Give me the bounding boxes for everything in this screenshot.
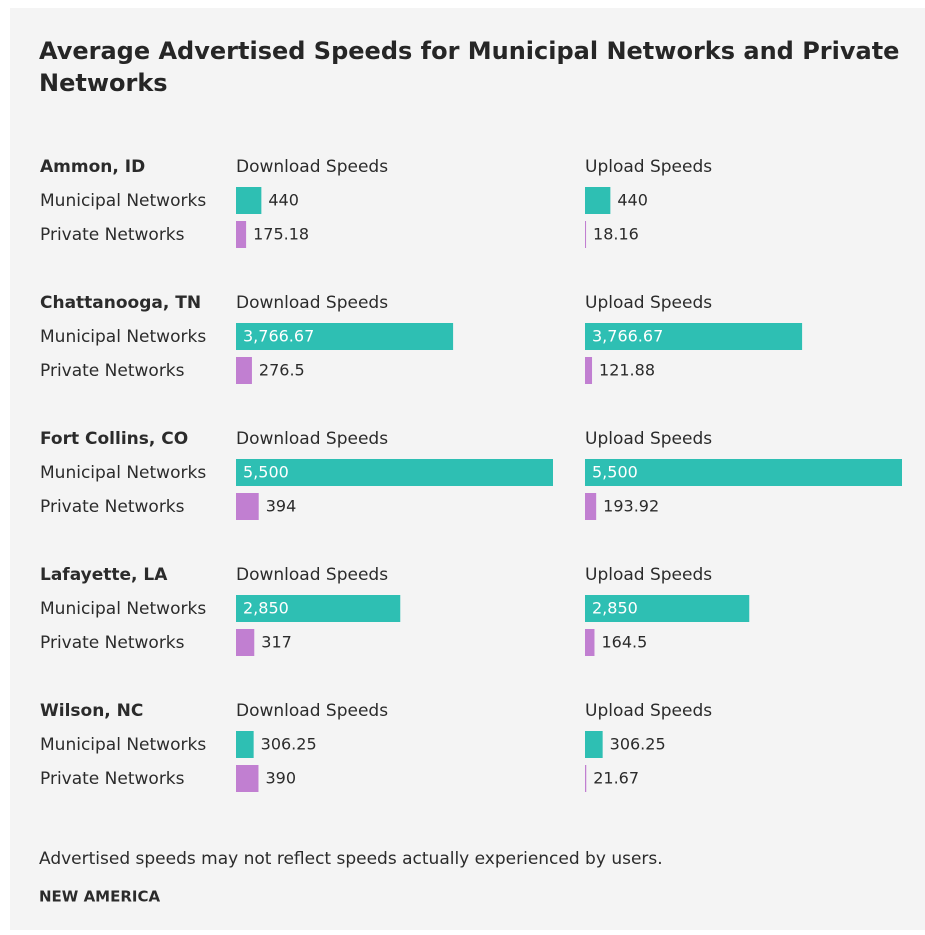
bar (236, 731, 254, 758)
value-label: 394 (266, 497, 297, 516)
value-label: 390 (265, 769, 296, 788)
panel-title: Upload Speeds (585, 429, 712, 449)
bar (236, 493, 259, 520)
city-label: Wilson, NC (40, 701, 143, 721)
source: NEW AMERICA (39, 888, 160, 906)
panel-title: Download Speeds (236, 429, 388, 449)
bar (585, 731, 603, 758)
value-label: 306.25 (261, 735, 317, 754)
value-label: 3,766.67 (592, 327, 663, 346)
panel-title: Download Speeds (236, 565, 388, 585)
value-label: 193.92 (603, 497, 659, 516)
value-label: 18.16 (593, 225, 639, 244)
bar (236, 765, 259, 792)
bar (585, 187, 611, 214)
series-label: Private Networks (40, 633, 185, 653)
bar (585, 595, 750, 622)
panel-title: Upload Speeds (585, 157, 712, 177)
city-label: Chattanooga, TN (40, 293, 201, 313)
panel-title: Upload Speeds (585, 293, 712, 313)
bar (236, 187, 262, 214)
value-label: 440 (268, 191, 299, 210)
bar (585, 459, 902, 486)
series-label: Private Networks (40, 225, 185, 245)
panel-title: Upload Speeds (585, 701, 712, 721)
bar (585, 323, 803, 350)
city-label: Lafayette, LA (40, 565, 168, 585)
bar (236, 629, 255, 656)
note: Advertised speeds may not reflect speeds… (39, 849, 663, 869)
city-label: Fort Collins, CO (40, 429, 188, 449)
value-label: 2,850 (592, 599, 638, 618)
title-line: Average Advertised Speeds for Municipal … (39, 37, 899, 65)
series-label: Private Networks (40, 497, 185, 517)
value-label: 5,500 (592, 463, 638, 482)
bar (585, 221, 587, 248)
value-label: 276.5 (259, 361, 305, 380)
city-label: Ammon, ID (40, 157, 145, 177)
bar (585, 765, 587, 792)
value-label: 306.25 (610, 735, 666, 754)
value-label: 121.88 (599, 361, 655, 380)
value-label: 175.18 (253, 225, 309, 244)
series-label: Municipal Networks (40, 191, 206, 211)
title-line: Networks (39, 69, 168, 97)
value-label: 2,850 (243, 599, 289, 618)
bar (585, 357, 593, 384)
value-label: 21.67 (593, 769, 639, 788)
series-label: Private Networks (40, 361, 185, 381)
series-label: Municipal Networks (40, 327, 206, 347)
bar (585, 629, 595, 656)
value-label: 3,766.67 (243, 327, 314, 346)
bar (236, 595, 401, 622)
value-label: 440 (617, 191, 648, 210)
panel-title: Upload Speeds (585, 565, 712, 585)
value-label: 164.5 (601, 633, 647, 652)
bar (236, 221, 247, 248)
series-label: Private Networks (40, 769, 185, 789)
bar (236, 357, 252, 384)
panel-title: Download Speeds (236, 157, 388, 177)
bar (585, 493, 597, 520)
bar (236, 323, 454, 350)
value-label: 5,500 (243, 463, 289, 482)
series-label: Municipal Networks (40, 599, 206, 619)
chart-title: Average Advertised Speeds for Municipal … (39, 37, 899, 97)
panel-title: Download Speeds (236, 701, 388, 721)
series-label: Municipal Networks (40, 463, 206, 483)
panel-title: Download Speeds (236, 293, 388, 313)
bar (236, 459, 553, 486)
value-label: 317 (261, 633, 292, 652)
series-label: Municipal Networks (40, 735, 206, 755)
